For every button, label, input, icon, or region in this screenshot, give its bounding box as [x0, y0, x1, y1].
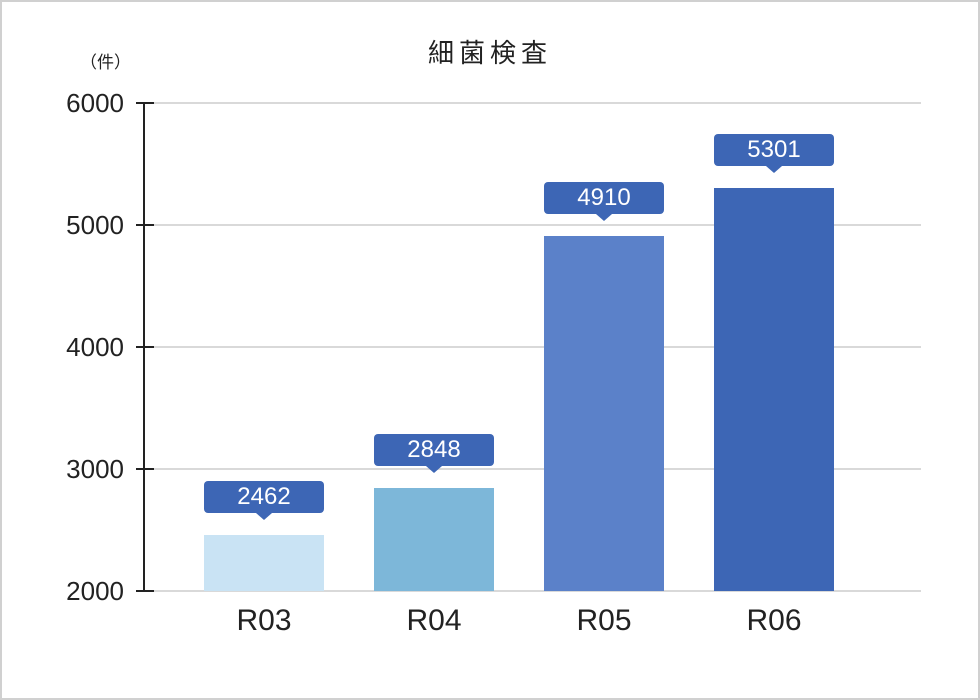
y-axis-tick	[136, 102, 154, 104]
gridline	[154, 102, 921, 104]
y-axis-tick	[136, 590, 154, 592]
x-axis-label-r06: R06	[746, 604, 802, 637]
y-axis-tick-label: 3000	[66, 454, 124, 484]
y-axis-tick-label: 2000	[66, 576, 124, 606]
bar-r05	[544, 235, 664, 591]
bar-r06	[714, 188, 834, 591]
y-axis-tick-label: 4000	[66, 332, 124, 362]
gridline	[154, 346, 921, 348]
y-axis-tick	[136, 468, 154, 470]
y-axis-tick	[136, 224, 154, 226]
chart-title: 細菌検査	[427, 39, 552, 69]
y-axis-unit-label: （件）	[80, 53, 131, 73]
data-label-r06: 5301	[714, 134, 834, 174]
x-axis-label-r05: R05	[576, 604, 632, 637]
x-axis-label-r04: R04	[406, 604, 462, 637]
gridline	[154, 224, 921, 226]
y-axis-line	[143, 103, 145, 592]
y-axis-tick-label: 5000	[66, 210, 124, 240]
data-label-r05: 4910	[544, 181, 664, 221]
y-axis-tick-label: 6000	[66, 88, 124, 118]
y-axis-tick	[136, 346, 154, 348]
x-axis-label-r03: R03	[236, 604, 292, 637]
data-label-r03: 2462	[204, 480, 324, 520]
bar-r03	[204, 534, 324, 591]
gridline	[154, 590, 921, 592]
data-label-r04: 2848	[374, 433, 494, 473]
bar-r04	[374, 487, 494, 591]
gridline	[154, 468, 921, 470]
